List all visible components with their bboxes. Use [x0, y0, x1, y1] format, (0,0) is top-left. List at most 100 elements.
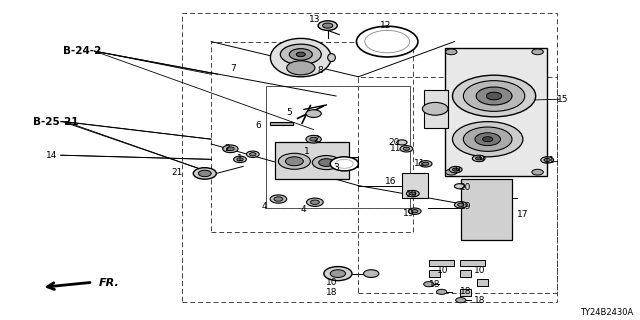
Circle shape [198, 170, 211, 177]
Text: 14: 14 [46, 151, 58, 160]
Text: 19: 19 [403, 209, 415, 218]
Circle shape [250, 153, 256, 156]
Circle shape [274, 197, 283, 201]
Text: 11: 11 [390, 144, 402, 153]
Text: 18: 18 [429, 280, 440, 289]
Text: 4: 4 [300, 205, 306, 214]
Circle shape [330, 157, 358, 171]
Text: 19: 19 [460, 202, 471, 211]
Circle shape [307, 198, 323, 206]
Circle shape [532, 49, 543, 55]
Text: 7: 7 [230, 64, 236, 73]
Bar [266, 86, 410, 208]
Circle shape [452, 168, 459, 171]
Circle shape [270, 195, 287, 203]
Bar [460, 260, 485, 266]
Text: 19: 19 [406, 190, 417, 199]
Circle shape [285, 157, 303, 166]
Circle shape [280, 44, 321, 65]
Circle shape [486, 92, 502, 100]
Bar [275, 142, 349, 179]
Circle shape [541, 157, 554, 163]
Text: 2: 2 [225, 144, 230, 153]
Circle shape [330, 270, 346, 277]
Text: 21: 21 [171, 168, 182, 177]
Bar [429, 260, 454, 266]
Circle shape [406, 190, 419, 197]
Text: 3: 3 [333, 163, 339, 172]
Text: 15: 15 [557, 95, 568, 104]
Circle shape [452, 122, 523, 157]
Circle shape [323, 23, 333, 28]
Text: 6: 6 [255, 121, 261, 130]
Circle shape [324, 267, 352, 281]
Bar [424, 90, 448, 128]
Text: 8: 8 [317, 66, 323, 75]
Text: 1: 1 [304, 147, 310, 156]
Circle shape [234, 156, 246, 163]
Circle shape [454, 184, 465, 189]
Circle shape [454, 202, 467, 208]
Text: 17: 17 [517, 210, 529, 219]
Text: 18: 18 [326, 288, 338, 297]
Circle shape [472, 155, 485, 162]
Circle shape [422, 102, 448, 115]
Circle shape [463, 127, 512, 151]
Circle shape [408, 208, 421, 214]
Bar [358, 77, 557, 293]
Text: 20: 20 [460, 183, 471, 192]
Circle shape [319, 159, 334, 166]
Text: 9: 9 [454, 166, 460, 175]
Circle shape [364, 270, 379, 277]
Bar [445, 48, 547, 176]
Bar [477, 279, 488, 286]
Text: 18: 18 [460, 287, 471, 296]
Circle shape [287, 61, 315, 75]
Circle shape [296, 52, 305, 57]
Circle shape [422, 162, 429, 165]
Text: 12: 12 [380, 21, 391, 30]
Text: 10: 10 [436, 266, 448, 275]
Bar [402, 173, 428, 198]
Text: 10: 10 [326, 278, 338, 287]
Text: FR.: FR. [99, 278, 120, 288]
Circle shape [476, 87, 512, 105]
Circle shape [452, 75, 536, 117]
Circle shape [532, 169, 543, 175]
Circle shape [397, 140, 407, 145]
Circle shape [289, 49, 312, 60]
Circle shape [476, 157, 482, 160]
Circle shape [483, 137, 493, 142]
Text: 16: 16 [385, 177, 397, 186]
Circle shape [365, 30, 410, 53]
Circle shape [318, 21, 337, 30]
Circle shape [306, 110, 321, 117]
Bar [211, 42, 413, 232]
Text: 10: 10 [474, 266, 485, 275]
Text: 11: 11 [544, 156, 556, 165]
Circle shape [445, 169, 457, 175]
Circle shape [456, 298, 466, 303]
Circle shape [544, 158, 550, 162]
Text: 4: 4 [262, 202, 268, 211]
Text: B-24-2: B-24-2 [63, 46, 101, 56]
Circle shape [227, 147, 234, 151]
Text: 18: 18 [474, 296, 485, 305]
Circle shape [193, 168, 216, 179]
Bar [461, 179, 512, 240]
Text: TY24B2430A: TY24B2430A [580, 308, 634, 317]
Ellipse shape [328, 54, 335, 62]
Circle shape [458, 203, 464, 206]
Text: 2: 2 [314, 135, 319, 144]
Text: 1: 1 [237, 154, 243, 163]
Circle shape [237, 158, 243, 161]
Circle shape [436, 289, 447, 294]
Text: 20: 20 [388, 138, 400, 147]
Circle shape [310, 137, 317, 141]
Ellipse shape [270, 38, 332, 77]
Circle shape [424, 282, 434, 287]
Circle shape [278, 153, 310, 169]
Text: 11: 11 [414, 159, 426, 168]
Bar [270, 122, 293, 125]
Circle shape [410, 192, 416, 195]
